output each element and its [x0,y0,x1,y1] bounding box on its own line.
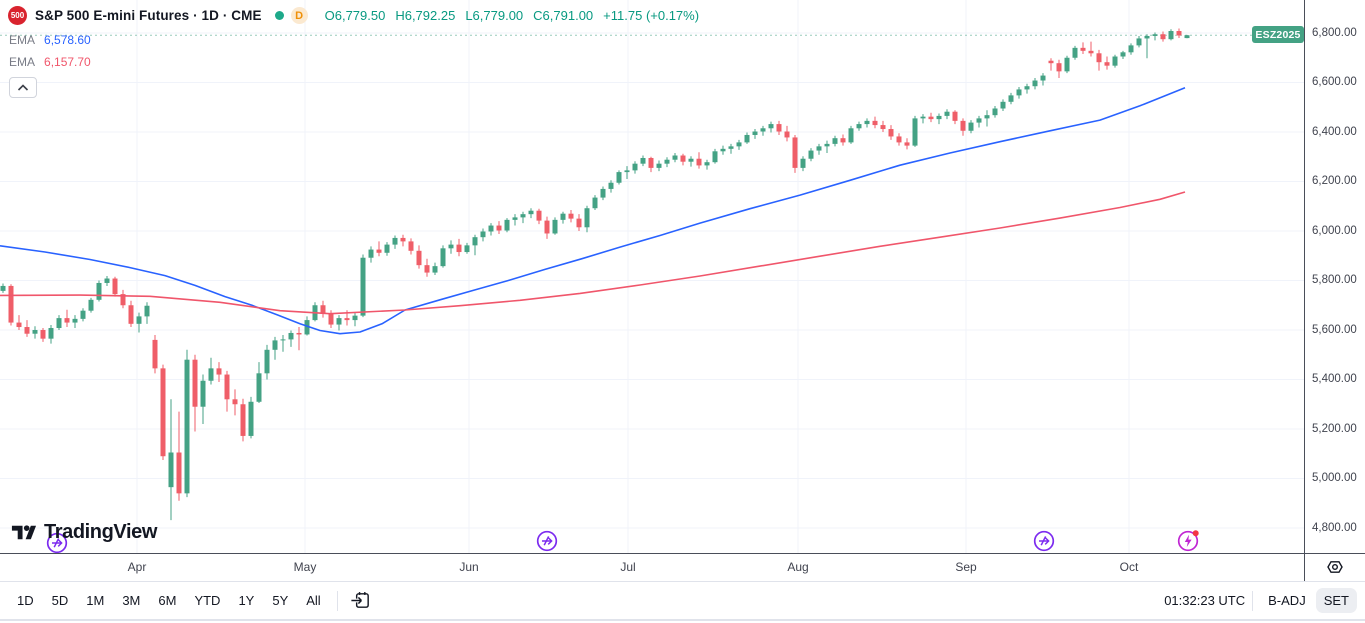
symbol-logo: 500 [8,6,27,25]
ema-fast-label: EMA [9,33,36,47]
go-to-date-icon [351,592,369,608]
range-button-1m[interactable]: 1M [78,588,112,613]
range-button-3m[interactable]: 3M [114,588,148,613]
range-button-all[interactable]: All [298,588,328,613]
range-button-1d[interactable]: 1D [9,588,42,613]
symbol-title[interactable]: S&P 500 E-mini Futures · 1D · CME [35,8,262,23]
month-label-jul: Jul [620,560,636,574]
close-value: C6,791.00 [533,8,594,23]
time-scale[interactable]: Apr May Jun Jul Aug Sep Oct [0,554,1304,580]
toolbar-right-group: 01:32:23 UTC B-ADJ SET [1164,588,1357,613]
interval-badge[interactable]: D [290,7,308,24]
range-button-6m[interactable]: 6M [150,588,184,613]
month-label-oct: Oct [1119,560,1139,574]
contract-rollover-icon[interactable] [1033,530,1055,552]
bottom-toolbar: 1D 5D 1M 3M 6M YTD 1Y 5Y All 01:32:23 UTC B-ADJ … [0,581,1365,621]
contract-rollover-icon[interactable] [46,532,68,554]
high-value: H6,792.25 [395,8,456,23]
date-range-buttons: 1D 5D 1M 3M 6M YTD 1Y 5Y All [8,588,330,613]
price-tick-label: 6,800.00 [1312,26,1357,39]
tradingview-logo-icon [11,525,37,540]
market-status-dot[interactable] [274,11,284,20]
symbol-header: 500 S&P 500 E-mini Futures · 1D · CME D … [8,6,699,25]
ema-fast-value: 6,578.60 [44,33,91,47]
flash-event-icon[interactable] [1177,530,1199,552]
session-toggle[interactable]: SET [1315,588,1357,613]
price-tick-label: 5,600.00 [1312,323,1357,336]
last-price-label: ESZ2025 [1252,26,1304,44]
low-value: L6,779.00 [465,8,524,23]
change-value: +11.75 (+0.17%) [603,8,700,23]
chart-properties-icon[interactable] [1324,556,1346,578]
month-label-apr: Apr [127,560,147,574]
tradingview-logo-text: TradingView [44,521,158,543]
price-tick-label: 6,000.00 [1312,224,1357,237]
range-button-1y[interactable]: 1Y [230,588,262,613]
ema-slow-legend[interactable]: EMA 6,157.70 [9,55,91,69]
chevron-up-icon [17,83,29,91]
price-tick-label: 6,400.00 [1312,125,1357,138]
range-button-5d[interactable]: 5D [44,588,77,613]
time-scale-border [0,553,1365,554]
ema-slow-label: EMA [9,55,36,69]
price-tick-label: 6,200.00 [1312,175,1357,187]
open-value: O6,779.50 [324,8,386,23]
range-button-5y[interactable]: 5Y [264,588,296,613]
month-label-aug: Aug [787,560,809,574]
ema-slow-value: 6,157.70 [44,55,91,69]
range-button-ytd[interactable]: YTD [186,588,228,613]
price-tick-label: 5,800.00 [1312,274,1357,286]
price-tick-label: 5,000.00 [1312,472,1357,484]
clock-utc[interactable]: 01:32:23 UTC [1164,593,1246,608]
tradingview-logo[interactable]: TradingView [10,519,157,546]
price-tick-label: 4,800.00 [1312,521,1357,534]
ema-fast-legend[interactable]: EMA 6,578.60 [9,33,91,47]
collapse-legend-button[interactable] [9,77,37,98]
month-label-sep: Sep [955,560,977,574]
badj-toggle[interactable]: B-ADJ [1260,588,1314,613]
price-tick-label: 5,200.00 [1312,422,1357,435]
month-label-may: May [293,560,317,574]
month-label-jun: Jun [459,560,479,574]
go-to-date-button[interactable] [345,587,376,614]
price-scale-border [1304,0,1305,581]
price-tick-label: 5,400.00 [1312,373,1357,385]
price-scale[interactable]: 6,800.00 6,600.00 6,400.00 6,200.00 6,000.00… [1305,0,1365,553]
price-tick-label: 6,600.00 [1312,76,1357,88]
contract-rollover-icon[interactable] [536,530,558,552]
toolbar-divider [1252,590,1254,611]
ohlc-values: O6,779.50 H6,792.25 L6,779.00 C6,791.00 … [325,8,699,23]
candlestick-chart[interactable] [0,0,1305,553]
scale-settings-corner[interactable] [1305,554,1365,580]
toolbar-divider [336,590,338,611]
